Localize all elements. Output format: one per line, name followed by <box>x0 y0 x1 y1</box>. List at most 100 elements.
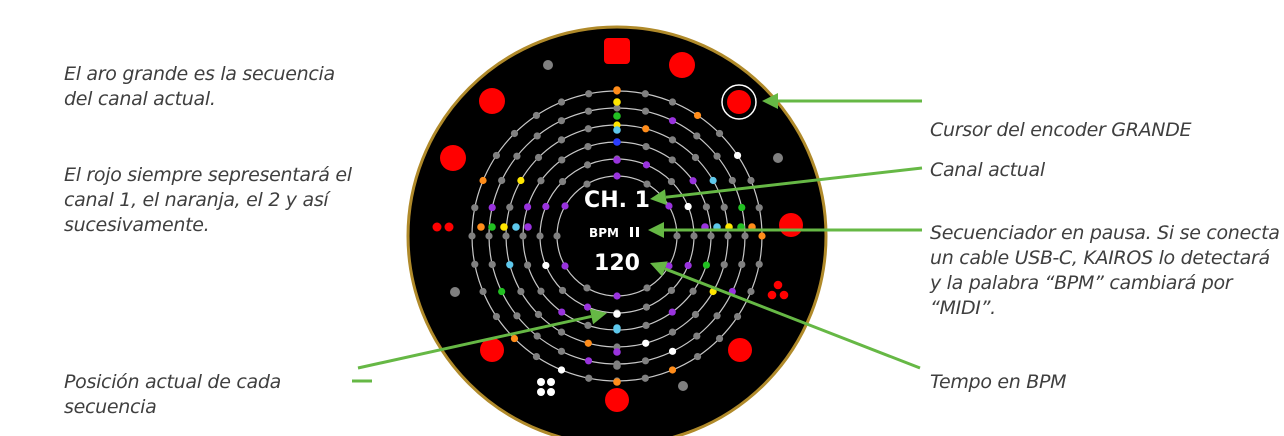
step-dot <box>702 261 710 269</box>
step-dot <box>642 321 650 329</box>
arrow-tempo <box>650 261 921 370</box>
step-dot <box>613 86 621 94</box>
step-dot <box>613 156 621 164</box>
step-dot <box>642 161 651 169</box>
step-dot <box>713 312 721 320</box>
step-dot <box>558 177 567 186</box>
step-dot <box>517 287 525 296</box>
step-dot <box>613 98 621 106</box>
step-dot <box>755 260 763 268</box>
step-dot <box>557 347 566 355</box>
current-channel-label: CH. 1 <box>584 188 650 213</box>
step-dot <box>690 232 698 240</box>
step-dot <box>643 284 651 292</box>
step-dot <box>720 203 728 211</box>
step-dot <box>584 143 592 151</box>
channel-indicator <box>480 338 504 362</box>
step-dot <box>642 339 650 347</box>
step-dot <box>583 161 592 169</box>
channel-indicator <box>479 88 505 114</box>
step-dot <box>477 223 485 231</box>
step-dot <box>583 284 591 292</box>
step-dot <box>665 202 673 210</box>
step-dot <box>738 203 746 212</box>
step-dot <box>524 223 532 231</box>
step-dot <box>693 132 701 140</box>
step-dot <box>641 357 650 365</box>
arrow-encoder-cursor <box>762 93 922 109</box>
step-dot <box>542 202 550 211</box>
step-dot <box>707 232 715 240</box>
step-dot <box>665 262 673 270</box>
step-dot <box>715 334 724 343</box>
step-dot <box>724 232 732 240</box>
step-dot <box>741 232 749 240</box>
channel-indicators <box>432 38 803 412</box>
step-dot <box>498 287 506 296</box>
step-dot <box>691 310 700 319</box>
two-dots-icon <box>432 222 454 232</box>
step-dot <box>492 312 501 321</box>
step-dot <box>561 262 569 270</box>
step-dot <box>537 287 545 295</box>
step-dot <box>506 203 514 211</box>
step-dot <box>641 90 649 98</box>
step-dot <box>517 176 525 185</box>
step-dot <box>584 125 592 133</box>
three-dots-icon <box>767 280 789 300</box>
step-dot <box>479 176 487 185</box>
step-dot <box>524 203 532 211</box>
step-dot <box>533 332 541 340</box>
step-dot <box>668 308 676 316</box>
step-dot <box>513 152 521 160</box>
four-dots-icon <box>537 378 555 396</box>
step-dot <box>557 366 566 374</box>
note-current-position: Posición actual de cada secuencia <box>64 371 281 418</box>
sequence-steps <box>468 86 766 386</box>
channel-indicator <box>543 60 553 70</box>
step-dot <box>713 152 721 160</box>
step-dot <box>693 352 702 361</box>
step-dot <box>524 261 532 269</box>
step-dot <box>641 374 649 382</box>
step-dot <box>585 374 593 382</box>
step-dot <box>693 111 702 120</box>
step-dot <box>585 90 593 98</box>
step-dot <box>668 98 677 106</box>
step-dot <box>488 260 496 269</box>
step-dot <box>613 324 621 332</box>
step-dot <box>613 348 621 356</box>
step-dot <box>534 153 543 162</box>
step-dot <box>668 366 677 374</box>
step-dot <box>557 328 566 336</box>
note-color-order: El rojo siempre sepresentará el canal 1,… <box>64 164 352 236</box>
step-dot <box>733 151 742 160</box>
step-dot <box>758 232 766 240</box>
channel-indicator <box>728 338 752 362</box>
step-dot <box>512 223 520 231</box>
step-dot <box>533 132 541 140</box>
arrow-current-channel <box>650 166 923 206</box>
channel-indicator <box>727 90 751 114</box>
step-dot <box>715 129 724 138</box>
step-dot <box>513 312 521 320</box>
step-dot <box>558 308 566 316</box>
step-dot <box>673 232 681 240</box>
step-dot <box>532 352 541 361</box>
step-dot <box>471 204 479 212</box>
step-dot <box>642 125 650 133</box>
step-dot <box>558 156 566 164</box>
step-dot <box>613 292 621 300</box>
step-dot <box>668 156 676 164</box>
step-dot <box>684 261 692 270</box>
note-large-ring: El aro grande es la secuencia del canal … <box>64 63 335 110</box>
step-dot <box>613 378 621 386</box>
mode-label: BPM <box>589 226 619 240</box>
step-dot <box>668 136 677 144</box>
step-dot <box>557 117 566 125</box>
tempo-value: 120 <box>594 251 640 276</box>
step-dot <box>747 176 755 185</box>
step-dot <box>613 138 621 146</box>
step-dot <box>583 180 591 188</box>
